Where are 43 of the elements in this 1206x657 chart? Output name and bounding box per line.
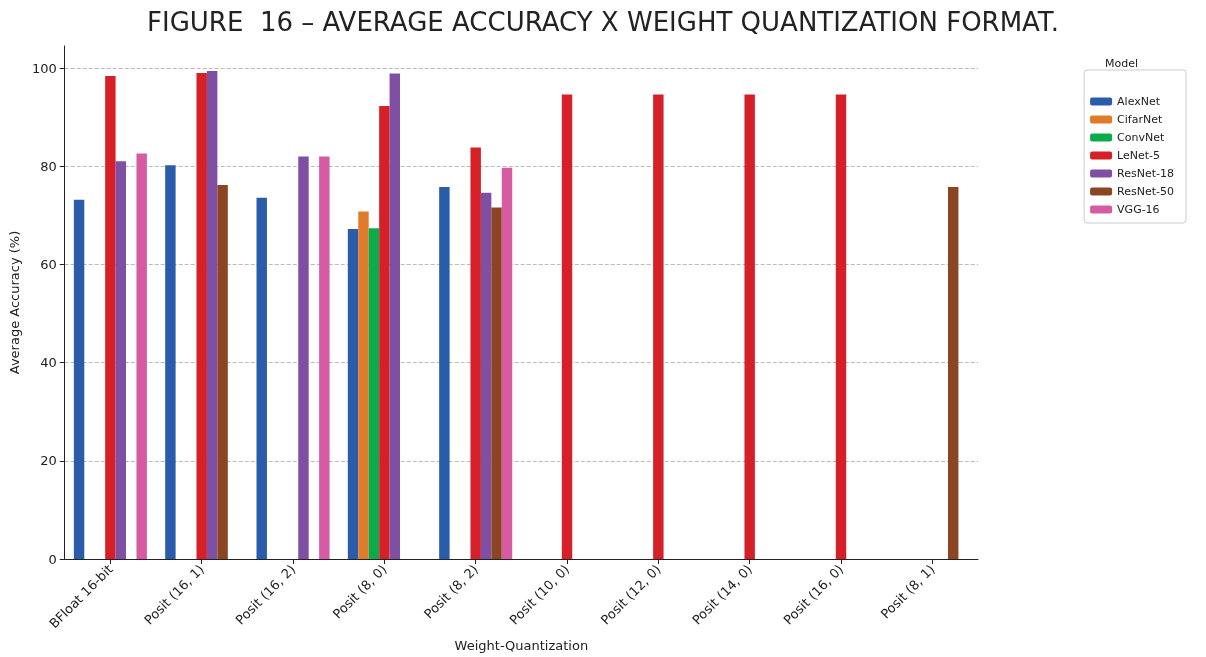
y-tick-label: 0: [48, 551, 57, 567]
y-tick-label: 20: [40, 453, 57, 469]
legend-label: VGG-16: [1117, 203, 1160, 216]
legend-label: CifarNet: [1117, 113, 1163, 126]
bar: [105, 75, 116, 559]
bar: [217, 184, 228, 559]
bar: [347, 229, 359, 559]
bar: [165, 165, 176, 559]
bar: [744, 94, 755, 559]
y-tick-label: 100: [31, 60, 57, 76]
bar: [491, 207, 502, 559]
bar: [653, 94, 664, 559]
bar: [115, 161, 127, 559]
bar: [73, 199, 85, 559]
bar: [358, 211, 369, 559]
bar: [439, 186, 450, 559]
legend-label: ResNet-18: [1117, 167, 1175, 180]
bar: [319, 156, 330, 559]
bar: [379, 105, 390, 559]
chart-title: FIGURE 16 – AVERAGE ACCURACY X WEIGHT QUANTIZATION FORMAT.: [147, 7, 1059, 37]
bar: [835, 94, 847, 559]
legend-label: ConvNet: [1117, 131, 1165, 144]
legend-label: AlexNet: [1117, 95, 1161, 108]
bar: [298, 156, 309, 559]
bar: [136, 153, 147, 559]
bar: [256, 197, 267, 559]
bar: [206, 71, 218, 559]
legend-label: ResNet-50: [1117, 185, 1175, 198]
bar: [501, 167, 513, 559]
bar: [470, 147, 481, 559]
x-axis-title: Weight-Quantization: [454, 638, 589, 653]
bar: [947, 186, 959, 559]
bar: [368, 228, 380, 559]
bar: [561, 94, 573, 559]
y-tick-label: 60: [40, 256, 57, 272]
y-tick-label: 80: [40, 158, 57, 174]
legend-title: Model: [1104, 57, 1138, 70]
bar: [480, 192, 492, 559]
legend-label: LeNet-5: [1117, 149, 1161, 162]
y-axis-title: Average Accuracy (%): [7, 230, 22, 375]
y-tick-label: 40: [40, 355, 57, 371]
bar: [196, 73, 207, 559]
bar: [389, 73, 401, 559]
